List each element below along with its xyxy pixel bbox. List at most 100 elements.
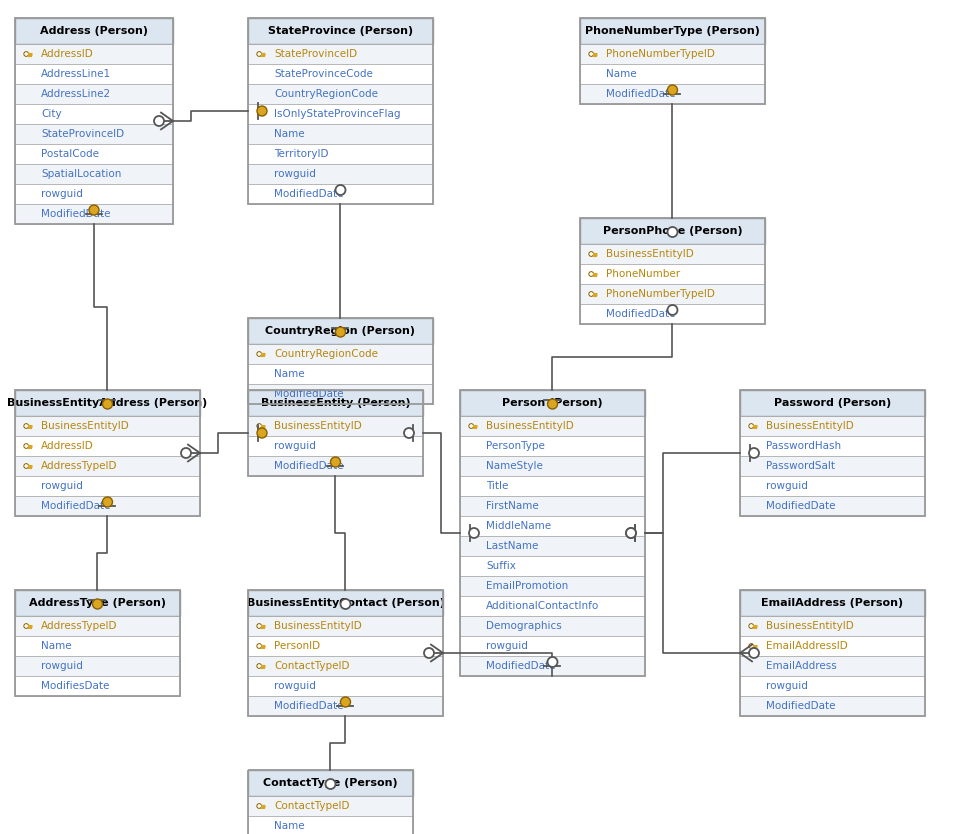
Circle shape	[590, 253, 592, 255]
Text: City: City	[41, 109, 62, 119]
Circle shape	[325, 779, 335, 789]
Circle shape	[256, 428, 267, 438]
Bar	[248, 44, 433, 64]
Bar	[248, 104, 433, 124]
Bar	[740, 476, 924, 496]
Circle shape	[748, 424, 753, 429]
Circle shape	[258, 625, 260, 627]
Text: Title: Title	[485, 481, 508, 491]
Circle shape	[335, 185, 345, 195]
Bar	[15, 676, 180, 696]
Bar	[740, 590, 924, 716]
Text: Name: Name	[605, 69, 636, 79]
Bar	[740, 456, 924, 476]
Text: Name: Name	[274, 821, 304, 831]
Text: ModifiedDate: ModifiedDate	[485, 661, 555, 671]
Bar	[248, 124, 433, 144]
Bar	[248, 676, 442, 696]
Bar	[459, 390, 644, 676]
Bar	[740, 416, 924, 436]
Text: PasswordSalt: PasswordSalt	[765, 461, 834, 471]
Bar	[248, 770, 413, 796]
Bar	[579, 18, 764, 104]
Text: CountryRegionCode: CountryRegionCode	[274, 349, 377, 359]
Bar	[459, 636, 644, 656]
Circle shape	[625, 528, 636, 538]
Bar	[740, 390, 924, 516]
Circle shape	[181, 448, 191, 458]
Text: IsOnlyStateProvinceFlag: IsOnlyStateProvinceFlag	[274, 109, 400, 119]
Circle shape	[588, 252, 593, 256]
Bar	[248, 656, 442, 676]
Text: Person (Person): Person (Person)	[501, 398, 602, 408]
Bar	[459, 476, 644, 496]
Circle shape	[258, 53, 260, 55]
Circle shape	[547, 657, 557, 667]
Circle shape	[748, 624, 753, 628]
Text: Name: Name	[41, 641, 71, 651]
Circle shape	[588, 292, 593, 296]
Bar	[248, 364, 433, 384]
Bar	[579, 244, 764, 264]
Text: StateProvince (Person): StateProvince (Person)	[268, 26, 413, 36]
Text: ContactType (Person): ContactType (Person)	[263, 778, 397, 788]
Circle shape	[258, 645, 260, 647]
Bar	[579, 218, 764, 324]
Bar	[248, 84, 433, 104]
Text: CountryRegion (Person): CountryRegion (Person)	[265, 326, 416, 336]
Text: EmailAddressID: EmailAddressID	[765, 641, 847, 651]
Bar	[459, 596, 644, 616]
Bar	[740, 676, 924, 696]
Bar	[579, 84, 764, 104]
Bar	[248, 18, 433, 44]
Bar	[248, 816, 413, 834]
Bar	[15, 590, 180, 696]
Bar	[248, 164, 433, 184]
Bar	[248, 696, 442, 716]
Text: EmailAddress (Person): EmailAddress (Person)	[760, 598, 902, 608]
Text: StateProvinceCode: StateProvinceCode	[274, 69, 373, 79]
Bar	[15, 44, 172, 64]
Text: EmailPromotion: EmailPromotion	[485, 581, 568, 591]
Text: TerritoryID: TerritoryID	[274, 149, 328, 159]
Circle shape	[256, 804, 261, 808]
Bar	[15, 144, 172, 164]
Bar	[15, 416, 200, 436]
Text: PersonPhone (Person): PersonPhone (Person)	[602, 226, 741, 236]
Circle shape	[24, 464, 29, 468]
Text: FirstName: FirstName	[485, 501, 538, 511]
Text: ModifiedDate: ModifiedDate	[765, 501, 835, 511]
Text: StateProvinceID: StateProvinceID	[274, 49, 356, 59]
Bar	[459, 536, 644, 556]
Circle shape	[469, 424, 473, 429]
Bar	[459, 576, 644, 596]
Bar	[740, 616, 924, 636]
Circle shape	[25, 625, 28, 627]
Bar	[15, 64, 172, 84]
Text: SpatialLocation: SpatialLocation	[41, 169, 121, 179]
Text: rowguid: rowguid	[274, 681, 315, 691]
Bar	[248, 18, 433, 204]
Text: ModifiedDate: ModifiedDate	[274, 189, 343, 199]
Text: AddressID: AddressID	[41, 49, 93, 59]
Text: ModifiedDate: ModifiedDate	[41, 501, 111, 511]
Bar	[579, 64, 764, 84]
Circle shape	[340, 599, 350, 609]
Text: BusinessEntityID: BusinessEntityID	[765, 421, 853, 431]
Bar	[15, 18, 172, 44]
Text: Demographics: Demographics	[485, 621, 561, 631]
Bar	[248, 416, 422, 436]
Bar	[740, 656, 924, 676]
Text: rowguid: rowguid	[41, 189, 83, 199]
Text: Name: Name	[274, 369, 304, 379]
Circle shape	[102, 497, 112, 507]
Bar	[15, 496, 200, 516]
Bar	[248, 318, 433, 404]
Circle shape	[547, 399, 557, 409]
Text: AddressID: AddressID	[41, 441, 93, 451]
Circle shape	[25, 425, 28, 427]
Circle shape	[25, 465, 28, 467]
Bar	[15, 124, 172, 144]
Circle shape	[625, 528, 636, 538]
Bar	[15, 164, 172, 184]
